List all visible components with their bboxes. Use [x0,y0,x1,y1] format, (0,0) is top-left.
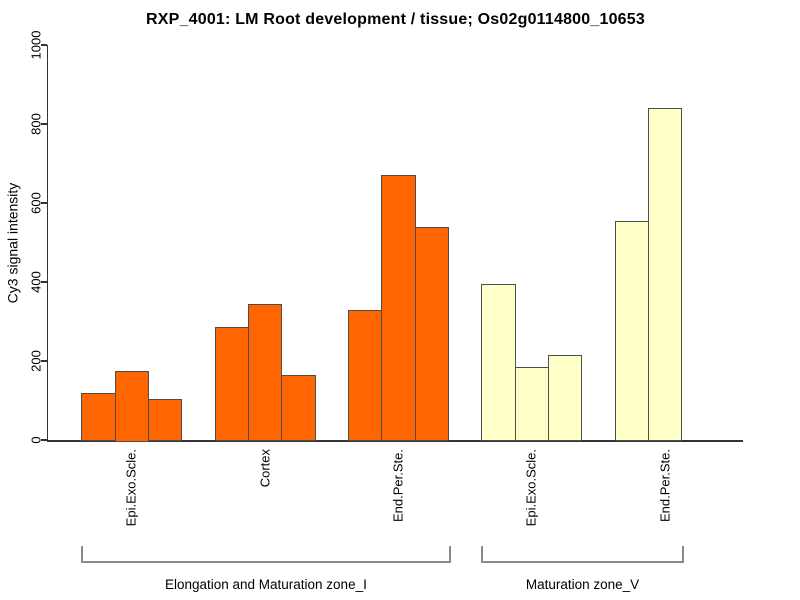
bar [248,303,282,442]
y-axis-title: Cy3 signal intensity [4,182,21,303]
y-tick-label: 200 [28,350,44,372]
y-tick [41,439,47,441]
group-label: Cortex [257,449,273,488]
bar [215,327,249,442]
y-tick-label: 600 [28,192,44,214]
section-bracket-left-tick [480,546,483,563]
bar [515,366,549,442]
bar [348,309,382,442]
group-label: End.Per.Ste. [657,449,673,522]
bar [81,392,116,442]
bar [548,355,582,442]
section-bracket-left-tick [80,546,83,563]
y-tick [41,44,47,46]
y-tick [41,360,47,362]
group-label: End.Per.Ste. [390,449,406,522]
bar [115,370,149,442]
section-bracket [480,561,685,563]
bar [148,398,182,442]
group-label: Epi.Exo.Scle. [523,449,539,527]
group-label: Epi.Exo.Scle. [123,449,139,527]
section-bracket-right-tick [682,546,685,563]
bar [615,220,649,442]
y-tick-label: 1000 [28,30,44,60]
bar [415,226,449,442]
chart-title: RXP_4001: LM Root development / tissue; … [146,11,645,28]
y-tick [41,123,47,125]
section-label: Maturation zone_V [525,577,640,592]
section-bracket [80,561,451,563]
bar [381,175,416,442]
y-axis-line [46,45,48,442]
y-tick-label: 400 [28,271,44,293]
y-tick-label: 800 [28,113,44,135]
y-tick [41,281,47,283]
y-tick [41,202,47,204]
bar [481,283,516,442]
y-tick-label: 0 [28,436,44,444]
section-label: Elongation and Maturation zone_I [164,577,367,592]
section-bracket-right-tick [449,546,451,563]
bar [281,374,316,442]
bar [648,108,682,442]
